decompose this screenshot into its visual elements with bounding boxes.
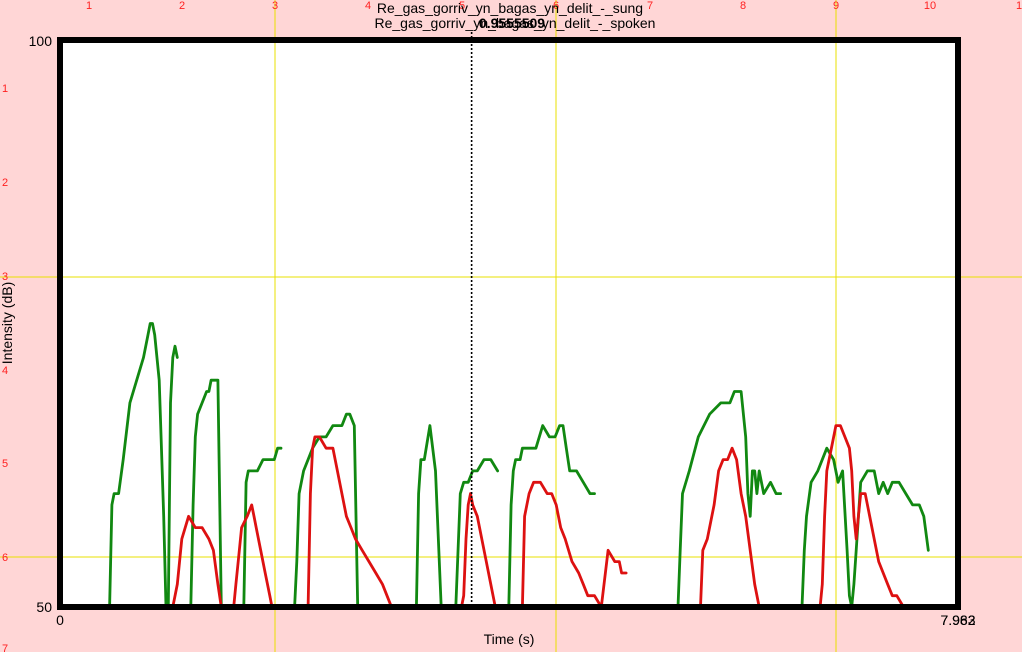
- plot-frame: [57, 37, 961, 610]
- ruler-top-7: 7: [647, 0, 653, 12]
- ruler-left-2: 2: [2, 177, 8, 189]
- x-max-label-2: 7.982: [940, 612, 975, 628]
- title-line-1: Re_gas_gorriv_yn_bagas_yn_delit_-_sung: [377, 0, 643, 16]
- sung-intensity-line-7: [676, 390, 782, 609]
- ruler-top-3: 3: [272, 0, 278, 12]
- ruler-top-10: 10: [924, 0, 936, 12]
- ruler-top-4: 4: [365, 0, 371, 12]
- ruler-top-1: 1: [86, 0, 92, 12]
- sung-intensity-line-8: [800, 446, 930, 609]
- cursor-time-label: 0.9555509: [479, 15, 545, 31]
- y-axis-title: Intensity (dB): [0, 282, 15, 364]
- sung-intensity-line-1: [108, 322, 179, 609]
- spoken-intensity-line-3: [306, 435, 400, 609]
- sung-intensity-line-2: [189, 378, 223, 609]
- spoken-intensity-line-5: [521, 480, 628, 609]
- ruler-top-2: 2: [179, 0, 185, 12]
- ruler-left-4: 4: [2, 365, 8, 377]
- ruler-left-6: 6: [2, 552, 8, 564]
- ruler-top-8: 8: [740, 0, 746, 12]
- ruler-top-6: 6: [553, 0, 559, 12]
- y-max-label: 100: [29, 33, 53, 49]
- ruler-top-5: 5: [459, 0, 465, 12]
- ruler-left-1: 1: [2, 83, 8, 95]
- sung-intensity-line-6: [500, 424, 596, 609]
- curves: [108, 322, 930, 609]
- spoken-intensity-line-7: [818, 424, 910, 609]
- spoken-intensity-line-4: [460, 492, 497, 609]
- ruler-left-3: 3: [2, 271, 8, 283]
- title-line-2: Re_gas_gorriv_yn_bagas_yn_delit_-_spoken: [375, 15, 656, 31]
- sung-intensity-line-4: [293, 412, 362, 609]
- x-axis-title: Time (s): [484, 631, 535, 647]
- x-min-label: 0: [56, 612, 64, 628]
- ruler-left-7: 7: [2, 643, 8, 652]
- ruler-top-11: 1: [1016, 0, 1022, 12]
- y-min-label: 50: [36, 599, 52, 615]
- x-max-label-1: 7.963: [940, 612, 975, 628]
- sung-intensity-line-3: [242, 446, 283, 609]
- ruler-left-5: 5: [2, 458, 8, 470]
- spoken-intensity-line-1: [171, 514, 223, 609]
- ruler-top-9: 9: [833, 0, 839, 12]
- spoken-intensity-line-2: [232, 503, 276, 609]
